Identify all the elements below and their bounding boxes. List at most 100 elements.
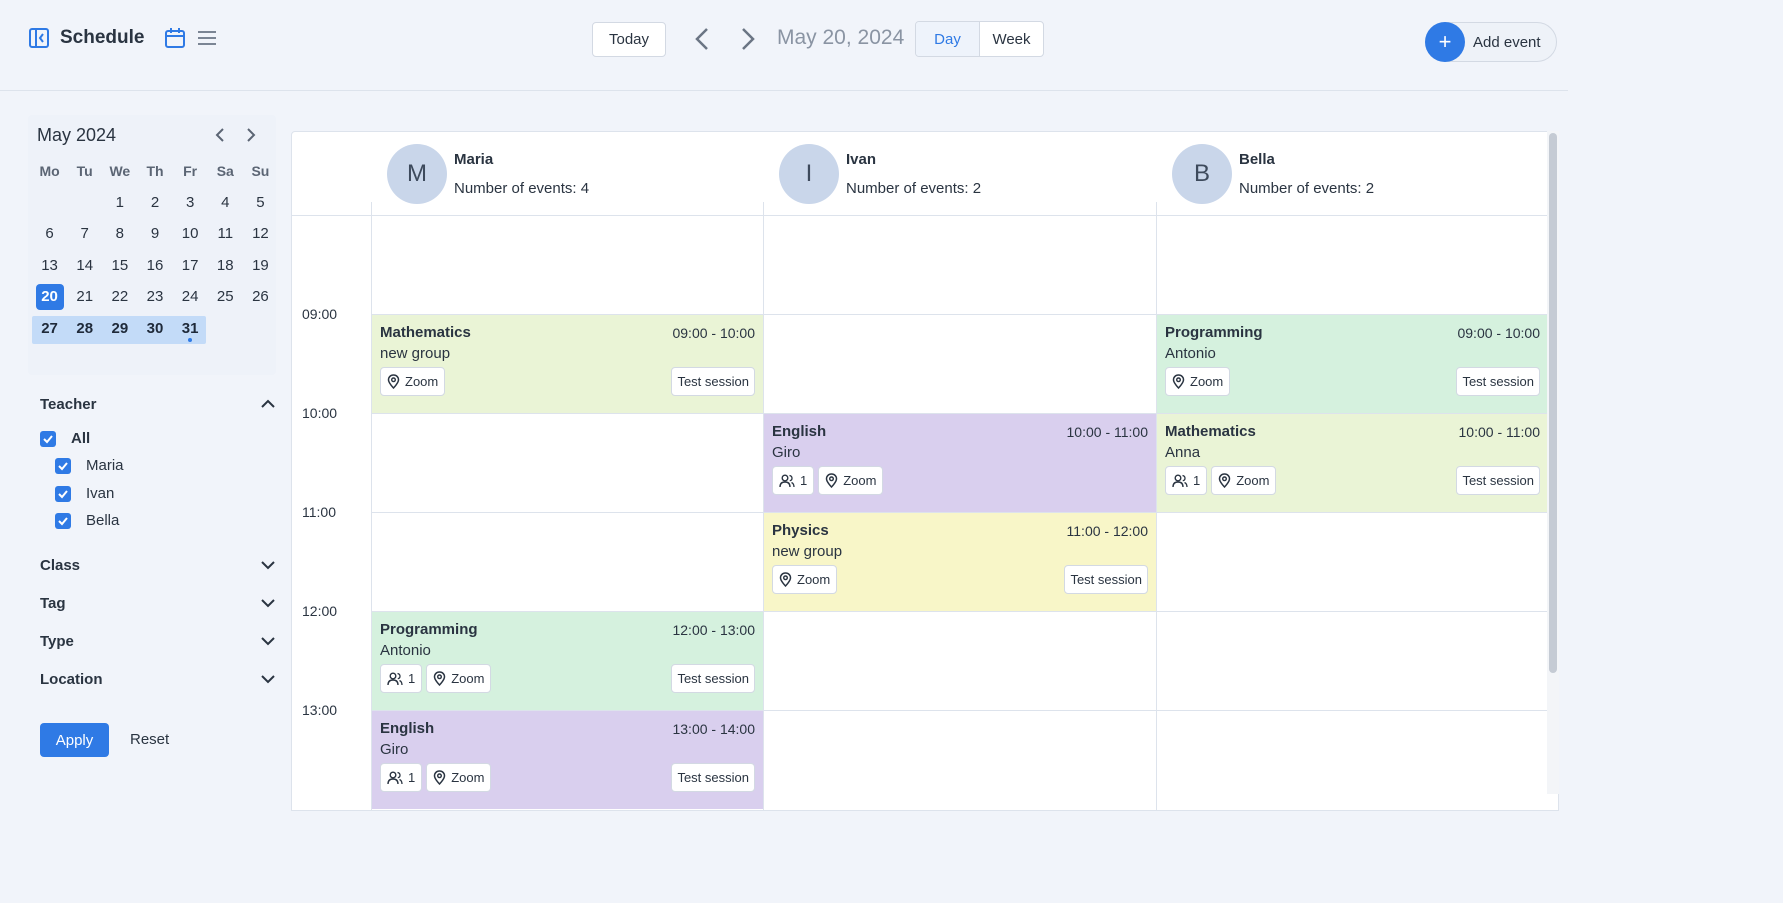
- students-count: 1: [1193, 473, 1201, 488]
- students-count: 1: [800, 473, 808, 488]
- view-day-button[interactable]: Day: [916, 22, 980, 56]
- weekday-label: Su: [251, 162, 270, 179]
- calendar-day[interactable]: 5: [243, 187, 278, 219]
- calendar-day[interactable]: 27: [32, 313, 67, 345]
- calendar-day[interactable]: 22: [102, 281, 137, 313]
- calendar-day[interactable]: 6: [32, 218, 67, 250]
- type-filter-header[interactable]: Type: [40, 629, 276, 653]
- calendar-day[interactable]: 24: [173, 281, 208, 313]
- calendar-day[interactable]: 23: [137, 281, 172, 313]
- event-time: 09:00 - 10:00: [1457, 325, 1540, 341]
- calendar-day[interactable]: 1: [102, 187, 137, 219]
- calendar-day[interactable]: 8: [102, 218, 137, 250]
- calendar-day[interactable]: 2: [137, 187, 172, 219]
- location-label: Zoom: [1236, 473, 1270, 488]
- event-card[interactable]: English 10:00 - 11:00 Giro 1 Zoom: [764, 414, 1156, 512]
- next-month-icon[interactable]: [241, 124, 261, 146]
- calendar-day[interactable]: 25: [208, 281, 243, 313]
- calendar-empty-cell: [32, 187, 67, 219]
- calendar-day-number: 26: [252, 288, 269, 306]
- event-card[interactable]: Programming 09:00 - 10:00 Antonio Zoom Test …: [1157, 315, 1548, 413]
- teacher-name: Ivan: [846, 151, 877, 168]
- location-chip: Zoom: [1165, 367, 1231, 396]
- reset-button[interactable]: Reset: [130, 731, 170, 748]
- calendar-day[interactable]: 26: [243, 281, 278, 313]
- event-card[interactable]: Programming 12:00 - 13:00 Antonio 1 Zoom Test…: [372, 612, 763, 710]
- calendar-day[interactable]: 19: [243, 250, 278, 282]
- calendar-day[interactable]: 13: [32, 250, 67, 282]
- calendar-day[interactable]: 28: [67, 313, 102, 345]
- chevron-right-icon: [742, 28, 755, 50]
- teacher-ivan-checkbox[interactable]: Ivan: [55, 485, 114, 502]
- event-title: English: [772, 423, 827, 440]
- view-week-button[interactable]: Week: [992, 30, 1031, 48]
- event-card[interactable]: Mathematics 09:00 - 10:00 new group Zoom Tes…: [372, 315, 763, 413]
- calendar-day[interactable]: 29: [102, 313, 137, 345]
- teacher-bella-checkbox[interactable]: Bella: [55, 512, 119, 529]
- calendar-day-number: 25: [216, 288, 234, 306]
- teacher-filter-header[interactable]: Teacher: [40, 392, 276, 416]
- calendar-day[interactable]: 30: [137, 313, 172, 345]
- calendar-day[interactable]: 7: [67, 218, 102, 250]
- calendar-day[interactable]: 16: [137, 250, 172, 282]
- tag-filter-header[interactable]: Tag: [40, 591, 276, 615]
- calendar-day[interactable]: 14: [67, 250, 102, 282]
- app-title: Schedule: [60, 27, 145, 48]
- location-label: Zoom: [1190, 374, 1224, 389]
- calendar-day[interactable]: 4: [208, 187, 243, 219]
- view-toggle: Day Week: [915, 21, 1044, 57]
- calendar-day[interactable]: 20: [32, 281, 67, 313]
- class-filter-header[interactable]: Class: [40, 553, 276, 577]
- plus-icon: +: [1425, 22, 1465, 62]
- location-label: Zoom: [843, 473, 877, 488]
- event-card[interactable]: English 13:00 - 14:00 Giro 1 Zoom Test sessio…: [372, 711, 763, 809]
- event-subtitle: Anna: [1165, 444, 1201, 461]
- students-count: 1: [408, 671, 416, 686]
- calendar-day-number: 17: [181, 256, 199, 274]
- calendar-day-number: 20: [35, 283, 64, 310]
- today-button[interactable]: Today: [592, 22, 666, 57]
- weekday-label: Mo: [39, 162, 60, 179]
- next-day-button[interactable]: [733, 24, 763, 54]
- event-card[interactable]: Physics 11:00 - 12:00 new group Zoom Test se…: [764, 513, 1156, 611]
- scrollbar-thumb[interactable]: [1549, 133, 1557, 673]
- avatar: I: [779, 144, 839, 204]
- calendar-day-number: 31: [181, 319, 199, 337]
- calendar-day[interactable]: 18: [208, 250, 243, 282]
- prev-day-button[interactable]: [687, 24, 717, 54]
- calendar-day[interactable]: 21: [67, 281, 102, 313]
- brand: Schedule: [28, 27, 218, 49]
- checkbox-checked-icon: [55, 485, 71, 502]
- location-chip: Zoom: [772, 565, 838, 594]
- calendar-icon[interactable]: [164, 27, 186, 49]
- apply-button[interactable]: Apply: [40, 723, 109, 757]
- calendar-day[interactable]: 9: [137, 218, 172, 250]
- event-chips: 1 Zoom: [380, 664, 495, 693]
- calendar-day[interactable]: 31: [173, 313, 208, 345]
- calendar-day[interactable]: 11: [208, 218, 243, 250]
- location-chip: Zoom: [426, 664, 492, 693]
- event-chips: Zoom: [1165, 367, 1234, 396]
- calendar-day-number: 1: [115, 193, 125, 211]
- location-filter-header[interactable]: Location: [40, 667, 276, 691]
- hour-line: [371, 512, 1548, 513]
- checkbox-checked-icon: [40, 430, 56, 447]
- chevron-up-icon: [261, 399, 275, 408]
- sidebar-collapse-icon[interactable]: [28, 27, 50, 49]
- users-icon: [779, 474, 795, 487]
- teacher-maria-checkbox[interactable]: Maria: [55, 457, 124, 474]
- calendar-day[interactable]: 17: [173, 250, 208, 282]
- mini-calendar-month: May 2024: [37, 125, 117, 145]
- add-event-button[interactable]: + Add event: [1425, 22, 1557, 62]
- prev-month-icon[interactable]: [210, 124, 230, 146]
- day-schedule-grid: 09:00 10:00 11:00 12:00 13:00 M Maria Number of…: [291, 131, 1559, 811]
- calendar-day[interactable]: 15: [102, 250, 137, 282]
- calendar-day[interactable]: 3: [173, 187, 208, 219]
- students-chip: 1: [1165, 466, 1208, 495]
- header-divider: [292, 215, 1548, 216]
- list-menu-icon[interactable]: [196, 27, 218, 49]
- calendar-day[interactable]: 12: [243, 218, 278, 250]
- teacher-all-checkbox[interactable]: All: [40, 430, 90, 447]
- event-card[interactable]: Mathematics 10:00 - 11:00 Anna 1 Zoom Test se…: [1157, 414, 1548, 512]
- calendar-day[interactable]: 10: [173, 218, 208, 250]
